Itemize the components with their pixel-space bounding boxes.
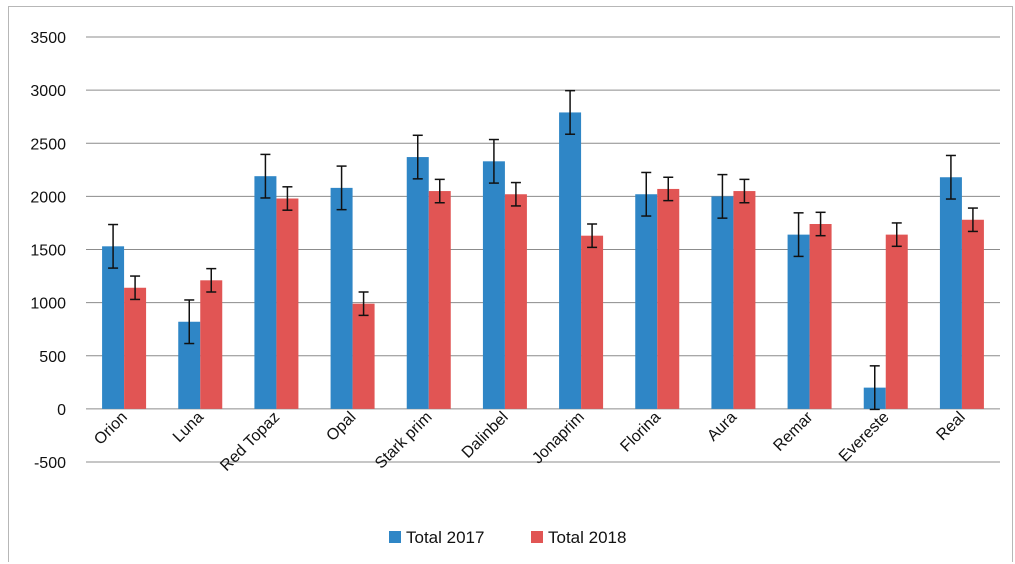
bar-total-2018-florina [657, 188, 680, 409]
bar-total-2018-luna [200, 280, 223, 409]
legend-swatch [531, 531, 543, 543]
error-bar [739, 178, 750, 204]
x-tick-label: Red Topaz [217, 409, 283, 475]
bar-total-2018-real [961, 219, 984, 409]
error-bar [412, 134, 423, 180]
bar-total-2018-red-topaz [276, 198, 299, 409]
y-tick-label: -500 [34, 455, 66, 472]
error-bar [663, 176, 674, 202]
legend: Total 2017 Total 2018 [389, 528, 626, 547]
legend-item-total-2017: Total 2017 [389, 528, 484, 547]
error-bar [815, 211, 826, 237]
x-tick-label: Evereste [836, 409, 893, 466]
x-tick-label: Aura [704, 409, 740, 445]
error-bar [184, 299, 195, 345]
legend-item-total-2018: Total 2018 [531, 528, 626, 547]
x-tick-label: Opal [323, 409, 359, 445]
error-bar [108, 223, 119, 269]
bar-total-2017-orion [102, 246, 125, 409]
bars [102, 112, 984, 409]
bar-total-2018-orion [124, 287, 147, 409]
x-axis-ticks: Orion Luna Red Topaz Opal Stark prim Dalinbel… [91, 408, 969, 474]
bar-total-2018-dalinbel [504, 194, 527, 409]
legend-label: Total 2018 [548, 528, 626, 547]
error-bar [260, 153, 271, 199]
error-bar [336, 165, 347, 211]
error-bar [206, 267, 217, 293]
bar-total-2017-jonaprim [559, 112, 582, 409]
bar-total-2017-dalinbel [482, 161, 505, 409]
y-axis-ticks: 3500 3000 2500 2000 1500 1000 500 0 -500 [30, 30, 66, 472]
error-bar [587, 223, 598, 249]
error-bar [967, 207, 978, 233]
x-tick-label: Luna [170, 409, 207, 446]
x-tick-label: Real [933, 409, 968, 444]
error-bar [510, 181, 521, 207]
y-tick-label: 3500 [30, 30, 66, 47]
error-bar [358, 291, 369, 317]
x-tick-label: Dalinbel [459, 409, 512, 462]
bar-total-2017-real [939, 177, 962, 409]
bar-total-2017-opal [330, 187, 353, 409]
error-bar [130, 275, 141, 301]
error-bar [945, 154, 956, 200]
y-tick-label: 2500 [30, 136, 66, 153]
x-tick-label: Stark prim [372, 409, 436, 473]
error-bar [282, 186, 293, 211]
y-tick-label: 3000 [30, 83, 66, 100]
error-bar [793, 212, 804, 258]
x-tick-label: Florina [617, 409, 664, 456]
x-tick-label: Jonaprim [529, 409, 588, 468]
error-bar [717, 173, 728, 219]
bar-total-2018-evereste [885, 234, 908, 409]
y-tick-label: 0 [57, 402, 66, 419]
bar-total-2017-red-topaz [254, 176, 277, 409]
bar-total-2017-remar [787, 234, 810, 409]
error-bar [434, 178, 445, 204]
y-tick-label: 500 [39, 349, 66, 366]
error-bar [565, 89, 576, 135]
error-bar [869, 365, 880, 411]
bar-total-2018-opal [352, 303, 375, 409]
bar-total-2018-remar [809, 224, 832, 409]
bar-total-2017-stark-prim [406, 157, 429, 409]
bar-total-2018-jonaprim [581, 235, 604, 409]
y-tick-label: 1000 [30, 296, 66, 313]
error-bars [108, 89, 978, 411]
bar-total-2017-aura [711, 196, 734, 409]
legend-swatch [389, 531, 401, 543]
error-bar [891, 222, 902, 248]
bar-total-2017-florina [635, 194, 658, 409]
y-tick-label: 1500 [30, 243, 66, 260]
x-tick-label: Orion [91, 409, 131, 449]
bar-total-2018-stark-prim [428, 191, 451, 409]
gridlines [86, 36, 1000, 463]
bar-total-2017-luna [178, 321, 201, 409]
legend-label: Total 2017 [406, 528, 484, 547]
bar-total-2018-aura [733, 191, 756, 409]
error-bar [488, 138, 499, 184]
error-bar [641, 171, 652, 217]
y-tick-label: 2000 [30, 189, 66, 206]
x-tick-label: Remar [770, 408, 816, 454]
